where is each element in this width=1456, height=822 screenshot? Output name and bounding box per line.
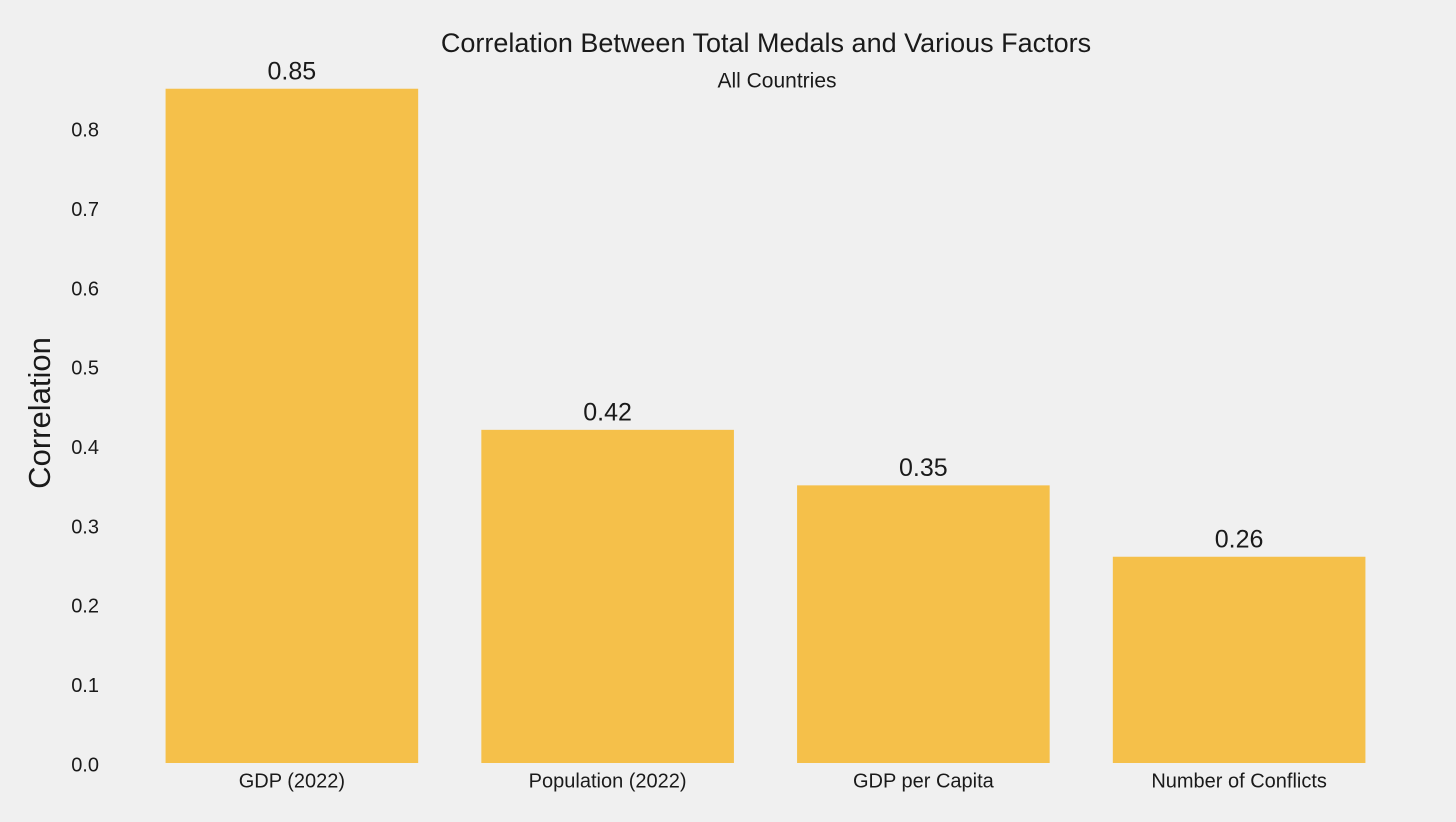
value-label: 0.26 [1215, 525, 1264, 553]
x-tick-label: Number of Conflicts [1151, 770, 1327, 792]
bar [481, 429, 734, 763]
bar [165, 88, 419, 763]
y-tick-label: 0.6 [71, 278, 99, 300]
y-tick-label: 0.0 [71, 754, 99, 776]
y-tick-label: 0.7 [71, 199, 99, 221]
bar [797, 485, 1050, 763]
chart-title: Correlation Between Total Medals and Var… [441, 28, 1091, 58]
y-tick-label: 0.8 [71, 120, 99, 142]
x-tick-label: GDP (2022) [239, 770, 345, 792]
value-label: 0.42 [583, 398, 632, 426]
x-tick-label: Population (2022) [529, 770, 687, 792]
value-label: 0.35 [899, 454, 948, 482]
value-label: 0.85 [268, 57, 317, 85]
chart-subtitle: All Countries [717, 70, 836, 93]
y-tick-label: 0.4 [71, 437, 99, 459]
y-tick-label: 0.2 [71, 596, 99, 618]
y-tick-label: 0.1 [71, 675, 99, 697]
y-tick-label: 0.3 [71, 516, 99, 538]
y-axis-label: Correlation [22, 337, 57, 489]
bar [1112, 556, 1366, 763]
x-tick-label: GDP per Capita [853, 770, 995, 792]
y-tick-label: 0.5 [71, 358, 99, 380]
